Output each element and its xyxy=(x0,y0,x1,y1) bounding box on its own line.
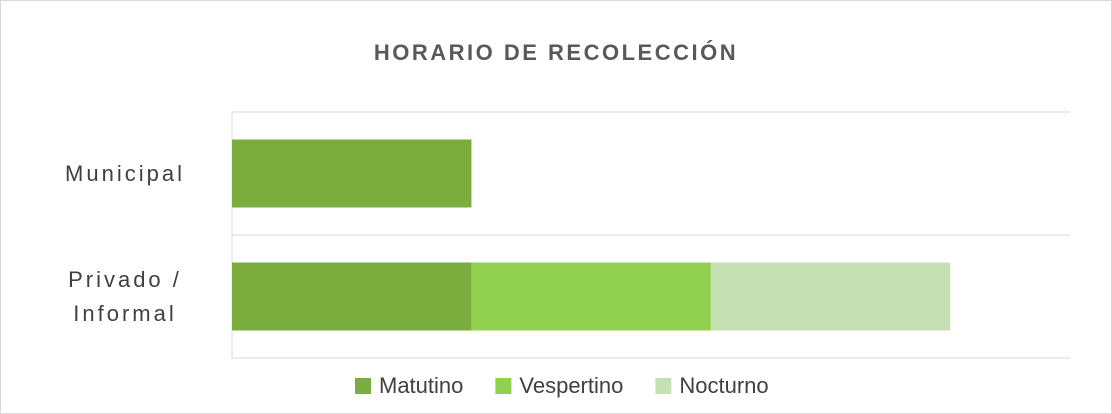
legend-swatch xyxy=(355,378,371,394)
bar-segment xyxy=(232,262,472,331)
legend-label: Vespertino xyxy=(519,373,623,398)
bar-segment xyxy=(471,262,711,331)
chart-title: HORARIO DE RECOLECCIÓN xyxy=(374,40,738,65)
legend-label: Matutino xyxy=(379,373,463,398)
y-tick-label: Municipal xyxy=(65,160,185,186)
legend-swatch xyxy=(495,378,512,394)
bar-segment xyxy=(710,262,951,331)
legend-swatch xyxy=(655,378,672,394)
bar-segment xyxy=(232,139,472,208)
y-tick-label: Privado / Informal xyxy=(68,266,182,326)
legend-label: Nocturno xyxy=(679,373,768,398)
